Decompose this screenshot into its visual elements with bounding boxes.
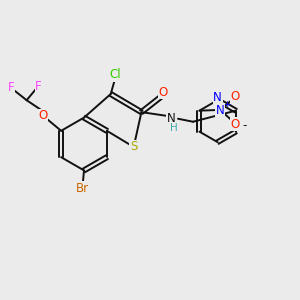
Text: O: O — [231, 118, 240, 130]
Text: N: N — [213, 91, 222, 104]
Text: Br: Br — [76, 182, 89, 195]
Text: O: O — [231, 90, 240, 103]
Text: Cl: Cl — [110, 68, 121, 81]
Text: +: + — [223, 100, 230, 109]
Text: O: O — [159, 85, 168, 98]
Text: O: O — [38, 109, 48, 122]
Text: F: F — [35, 80, 42, 93]
Text: H: H — [170, 123, 178, 133]
Text: N: N — [215, 103, 224, 116]
Text: -: - — [242, 119, 247, 132]
Text: S: S — [130, 140, 137, 153]
Text: N: N — [167, 112, 176, 125]
Text: F: F — [8, 81, 14, 94]
